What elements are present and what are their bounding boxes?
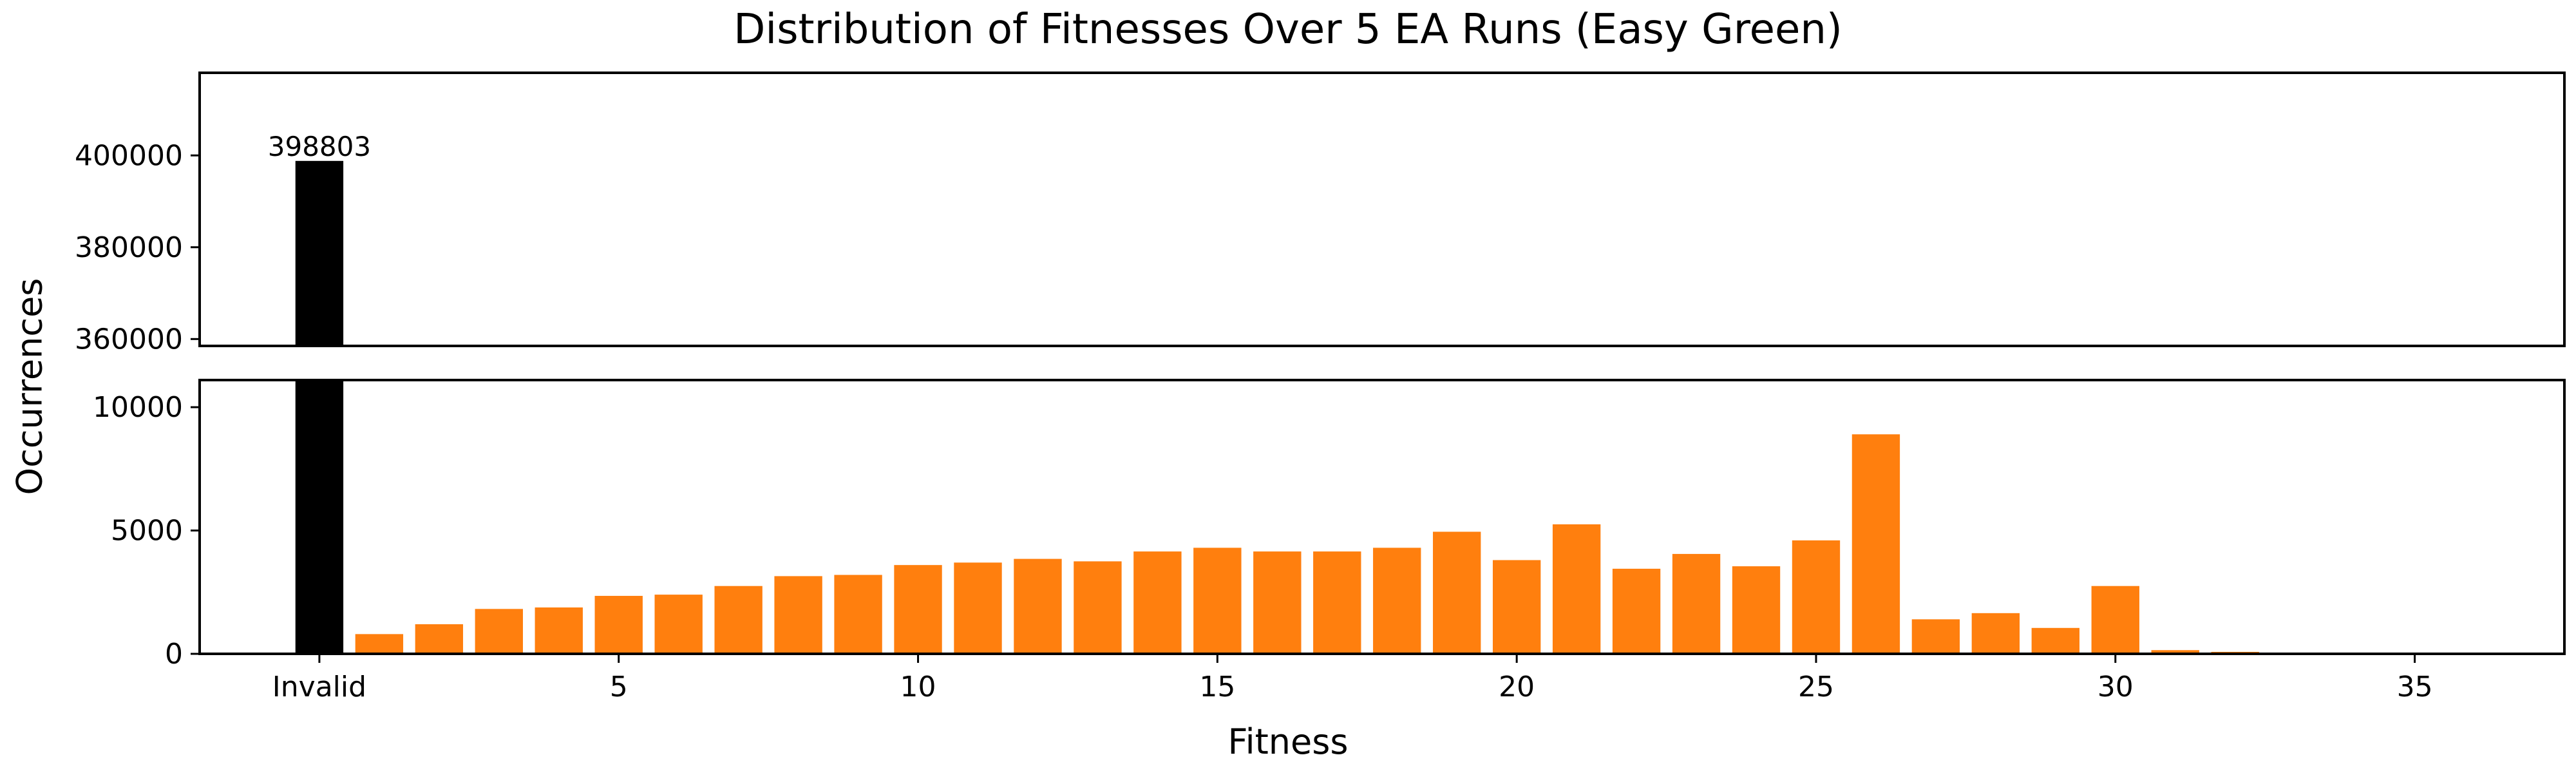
bar-bottom-Invalid	[295, 380, 344, 654]
bottom-panel-bars	[295, 380, 2259, 654]
xtick-label: 10	[900, 671, 936, 703]
bar-bottom-26	[1852, 434, 1900, 654]
xtick-label: 20	[1499, 671, 1535, 703]
xtick-label: 35	[2397, 671, 2433, 703]
bar-bottom-21	[1552, 524, 1601, 654]
top-panel-bars	[295, 160, 344, 347]
bottom-ytick-label: 5000	[111, 515, 183, 548]
top-ytick-label: 360000	[75, 323, 183, 356]
bar-bottom-20	[1492, 560, 1541, 654]
top-ytick-label: 380000	[75, 231, 183, 264]
bar-bottom-14	[1133, 551, 1182, 654]
bar-bottom-31	[2151, 650, 2199, 654]
xtick-label: 25	[1798, 671, 1834, 703]
bar-top-Invalid	[295, 160, 344, 347]
bar-bottom-7	[714, 586, 762, 654]
bar-bottom-23	[1672, 553, 1721, 654]
bar-bottom-19	[1433, 531, 1481, 654]
bar-bottom-6	[654, 595, 703, 654]
xtick-label: 5	[610, 671, 628, 703]
bar-bottom-18	[1373, 548, 1421, 654]
bar-bottom-16	[1253, 551, 1302, 654]
x-axis-label: Fitness	[1227, 721, 1349, 762]
bottom-ytick-label: 10000	[93, 391, 183, 424]
bar-bottom-12	[1014, 558, 1062, 654]
bottom-panel-frame	[198, 379, 2566, 655]
top-ytick-label: 400000	[75, 139, 183, 172]
bar-bottom-1	[355, 634, 404, 654]
bar-bottom-29	[2031, 627, 2080, 654]
bar-bottom-11	[954, 562, 1002, 654]
xtick-label: 30	[2098, 671, 2134, 703]
bar-bottom-28	[1971, 613, 2020, 654]
bar-bottom-8	[774, 576, 822, 654]
bar-bottom-24	[1732, 566, 1781, 654]
bar-bottom-10	[894, 565, 942, 654]
xtick-label: Invalid	[272, 671, 366, 703]
xtick-label: 15	[1199, 671, 1235, 703]
bar-bottom-13	[1074, 561, 1122, 654]
axes	[198, 72, 2566, 655]
bar-bottom-15	[1193, 548, 1242, 654]
bar-bottom-2	[415, 624, 464, 654]
bar-bottom-25	[1792, 540, 1841, 654]
bar-bottom-27	[1911, 619, 1960, 654]
ticks: 360000 380000 400000 0 5000 10000 Invalid 5 10 15…	[75, 139, 2433, 703]
bottom-ytick-label: 0	[165, 638, 183, 671]
bar-bottom-17	[1313, 551, 1361, 654]
chart-title: Distribution of Fitnesses Over 5 EA Runs…	[734, 6, 1842, 53]
top-panel-frame	[198, 72, 2566, 347]
bar-bottom-9	[834, 575, 882, 654]
bar-bottom-22	[1612, 568, 1661, 654]
bar-bottom-3	[475, 609, 523, 654]
bar-value-label: 398803	[268, 131, 371, 162]
bar-bottom-4	[535, 607, 583, 654]
bar-bottom-30	[2091, 586, 2139, 654]
annotations: 398803	[268, 131, 371, 162]
bar-bottom-5	[594, 596, 643, 654]
